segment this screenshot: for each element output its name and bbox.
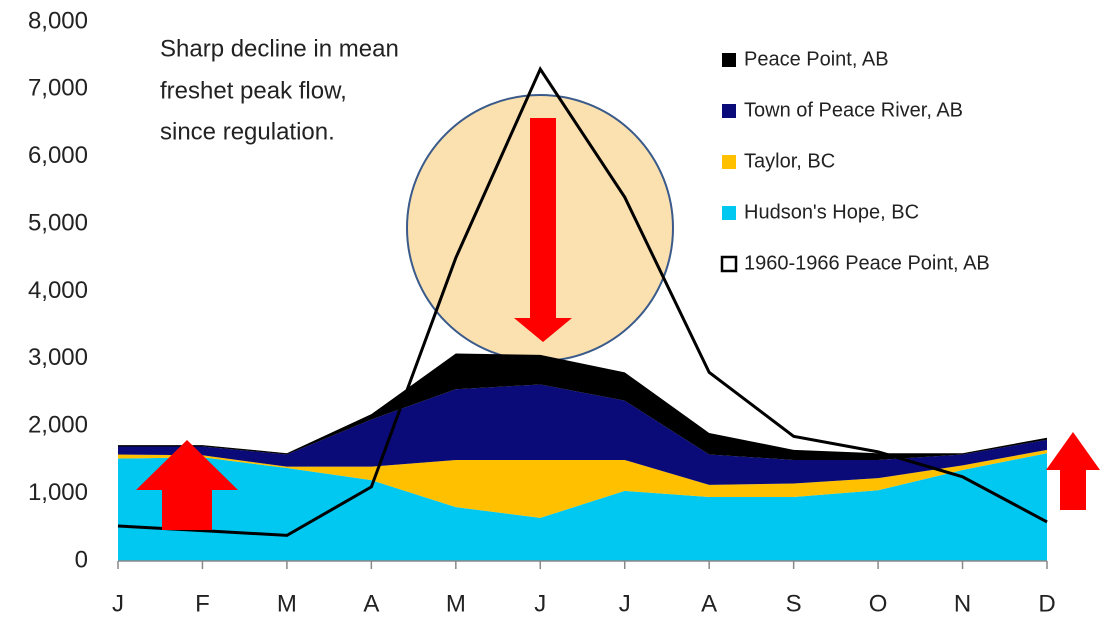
y-tick-label: 4,000 bbox=[28, 277, 88, 304]
y-tick-label: 7,000 bbox=[28, 75, 88, 102]
legend-label: Hudson's Hope, BC bbox=[744, 201, 919, 223]
legend-swatch bbox=[722, 206, 736, 220]
y-tick-label: 0 bbox=[75, 546, 88, 573]
y-tick-label: 2,000 bbox=[28, 412, 88, 439]
x-tick-label: N bbox=[954, 590, 971, 617]
x-tick-label: A bbox=[701, 590, 717, 617]
x-tick-label: J bbox=[534, 590, 546, 617]
x-tick-label: S bbox=[786, 590, 802, 617]
y-tick-label: 6,000 bbox=[28, 142, 88, 169]
arrow-up-right bbox=[1046, 432, 1100, 510]
x-tick-label: M bbox=[446, 590, 466, 617]
legend-swatch bbox=[722, 155, 736, 169]
annotation: freshet peak flow, bbox=[160, 77, 347, 104]
y-tick-label: 3,000 bbox=[28, 344, 88, 371]
plot bbox=[117, 66, 1048, 561]
x-tick-label: F bbox=[195, 590, 210, 617]
legend-label: Town of Peace River, AB bbox=[744, 99, 963, 121]
arrows bbox=[136, 118, 1100, 530]
x-tick-label: J bbox=[112, 590, 124, 617]
legend-label: Peace Point, AB bbox=[744, 48, 889, 70]
area-series bbox=[118, 384, 1047, 485]
legend-label: 1960-1966 Peace Point, AB bbox=[744, 252, 990, 274]
legend-swatch bbox=[722, 104, 736, 118]
legend-swatch bbox=[722, 53, 736, 67]
y-tick-label: 1,000 bbox=[28, 479, 88, 506]
area-series bbox=[118, 353, 1047, 460]
x-tick-label: J bbox=[619, 590, 631, 617]
annotation: Sharp decline in mean bbox=[160, 35, 399, 62]
x-tick-label: O bbox=[869, 590, 888, 617]
x-tick-label: A bbox=[363, 590, 379, 617]
line-series bbox=[117, 66, 1048, 537]
y-tick-label: 5,000 bbox=[28, 209, 88, 236]
area-series bbox=[118, 453, 1047, 561]
annotation: since regulation. bbox=[160, 118, 335, 145]
legend-swatch bbox=[720, 255, 738, 273]
y-tick-label: 8,000 bbox=[28, 7, 88, 34]
arrow-up-left bbox=[136, 440, 238, 530]
legend-label: Taylor, BC bbox=[744, 150, 835, 172]
area-series bbox=[118, 449, 1047, 518]
x-tick-label: M bbox=[277, 590, 297, 617]
x-tick-label: D bbox=[1038, 590, 1055, 617]
arrow-down bbox=[514, 118, 572, 342]
